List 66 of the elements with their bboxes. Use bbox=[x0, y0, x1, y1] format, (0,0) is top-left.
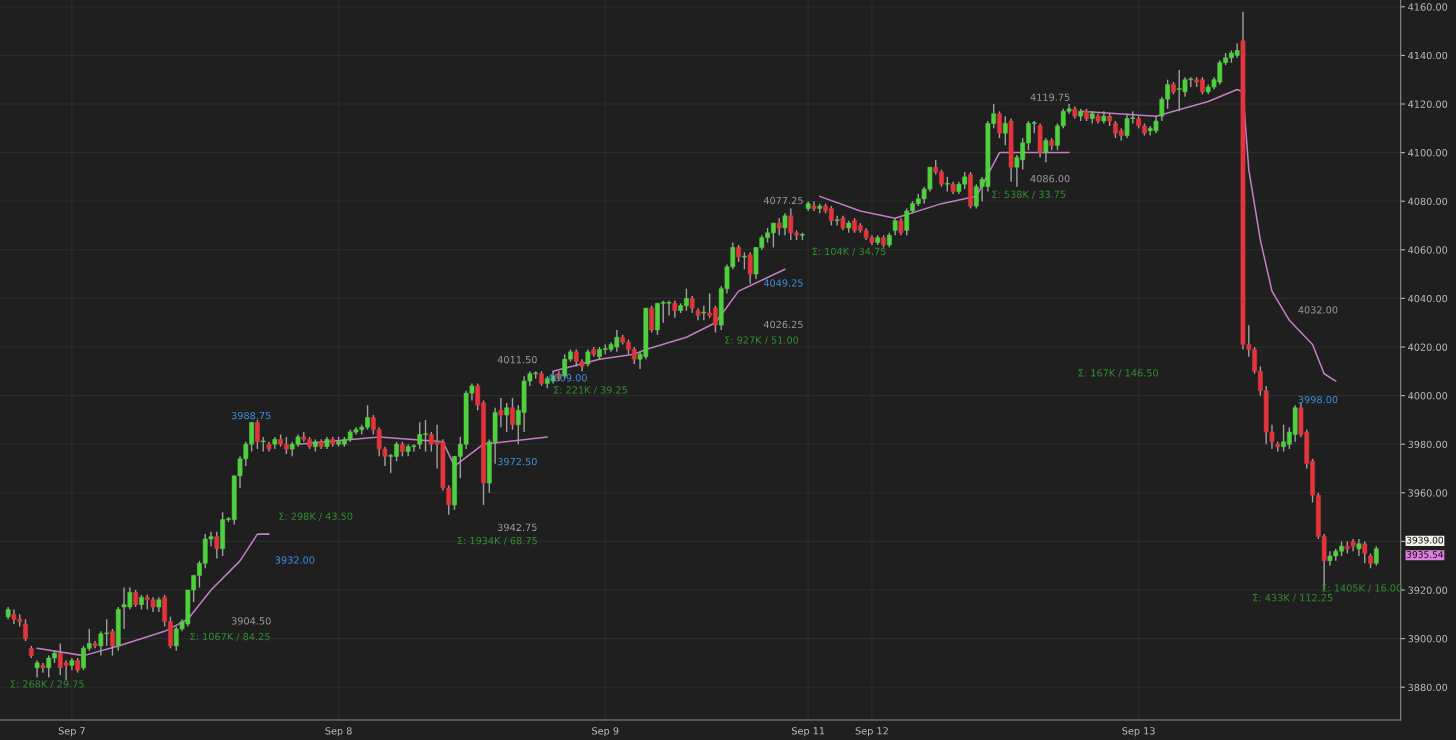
y-tick-label: 4080.00 bbox=[1408, 197, 1448, 206]
y-tick-label: 4040.00 bbox=[1408, 294, 1448, 303]
annotation: 4011.50 bbox=[497, 356, 537, 364]
y-tick-label: 4120.00 bbox=[1408, 100, 1448, 108]
annotation: 3988.75 bbox=[231, 411, 271, 420]
candlestick bbox=[997, 110, 1002, 139]
candlestick bbox=[1043, 137, 1049, 164]
annotation: Σ: 221K / 39.25 bbox=[554, 386, 627, 395]
y-tick-label: 4140.00 bbox=[1408, 51, 1448, 60]
annotation: 3904.50 bbox=[231, 617, 271, 625]
x-tick-label: Sep 13 bbox=[1122, 727, 1155, 737]
candlestick bbox=[34, 659, 40, 679]
annotation: Σ: 433K / 112.25 bbox=[1253, 593, 1333, 603]
candlestick bbox=[1362, 540, 1368, 564]
annotation: Σ: 167K / 146.50 bbox=[1078, 369, 1159, 378]
annotation: 4049.25 bbox=[763, 279, 803, 287]
annotation: Σ: 538K / 33.75 bbox=[992, 190, 1066, 199]
annotation: Σ: 104K / 34.75 bbox=[812, 247, 886, 256]
text: 3939.00 bbox=[1406, 536, 1444, 544]
annotation: 4032.00 bbox=[1298, 306, 1338, 314]
y-tick-label: 4020.00 bbox=[1408, 343, 1448, 351]
candlestick bbox=[40, 662, 46, 674]
x-tick-label: Sep 8 bbox=[325, 727, 352, 737]
y-tick-label: 3980.00 bbox=[1408, 440, 1448, 449]
annotation: 4077.25 bbox=[763, 196, 803, 205]
candlestick bbox=[255, 419, 260, 450]
x-tick-label: Sep 11 bbox=[791, 727, 825, 737]
annotation: 3932.00 bbox=[275, 556, 315, 564]
line-series bbox=[36, 533, 270, 657]
candlestick bbox=[1373, 545, 1379, 567]
annotation: Σ: 1934K / 68.75 bbox=[457, 536, 537, 545]
y-tick-label: 3920.00 bbox=[1408, 586, 1448, 594]
y-tick-label: 3880.00 bbox=[1408, 683, 1448, 692]
y-tick-label: 4160.00 bbox=[1408, 3, 1448, 11]
annotation: 3942.75 bbox=[497, 523, 537, 532]
candlestick bbox=[504, 402, 510, 433]
candlestick bbox=[834, 215, 840, 227]
y-tick-label: 3900.00 bbox=[1408, 635, 1448, 643]
candlestick bbox=[649, 305, 654, 334]
y-tick-label: 4100.00 bbox=[1408, 149, 1448, 157]
text: 3935.54 bbox=[1406, 551, 1444, 558]
annotation: Σ: 1067K / 84.25 bbox=[190, 632, 270, 641]
candlestick bbox=[1356, 538, 1362, 557]
candlestick bbox=[498, 397, 504, 428]
annotation: Σ: 927K / 51.00 bbox=[725, 336, 799, 345]
candlestick bbox=[23, 618, 28, 642]
x-tick-label: Sep 7 bbox=[58, 727, 85, 737]
annotation: 4119.75 bbox=[1030, 93, 1070, 101]
y-tick-label: 4000.00 bbox=[1408, 392, 1448, 400]
candlestick bbox=[747, 251, 753, 285]
y-tick-label: 3960.00 bbox=[1408, 489, 1448, 497]
x-tick-label: Sep 9 bbox=[592, 727, 619, 737]
candlestick bbox=[782, 212, 788, 236]
candlestick bbox=[110, 628, 115, 657]
annotation: 4026.25 bbox=[763, 320, 803, 329]
annotation: 4086.00 bbox=[1030, 174, 1070, 183]
annotation: 3998.00 bbox=[1298, 395, 1338, 404]
candlestick bbox=[701, 305, 707, 321]
annotation: Σ: 298K / 43.50 bbox=[279, 512, 353, 521]
candlestick bbox=[510, 397, 515, 431]
x-tick-label: Sep 12 bbox=[855, 727, 888, 737]
y-tick-label: 4060.00 bbox=[1408, 246, 1448, 254]
annotation: 3972.50 bbox=[497, 457, 537, 466]
candlestick bbox=[1002, 115, 1008, 147]
annotation: Σ: 268K / 29.75 bbox=[10, 680, 84, 689]
candlestick bbox=[214, 530, 220, 560]
